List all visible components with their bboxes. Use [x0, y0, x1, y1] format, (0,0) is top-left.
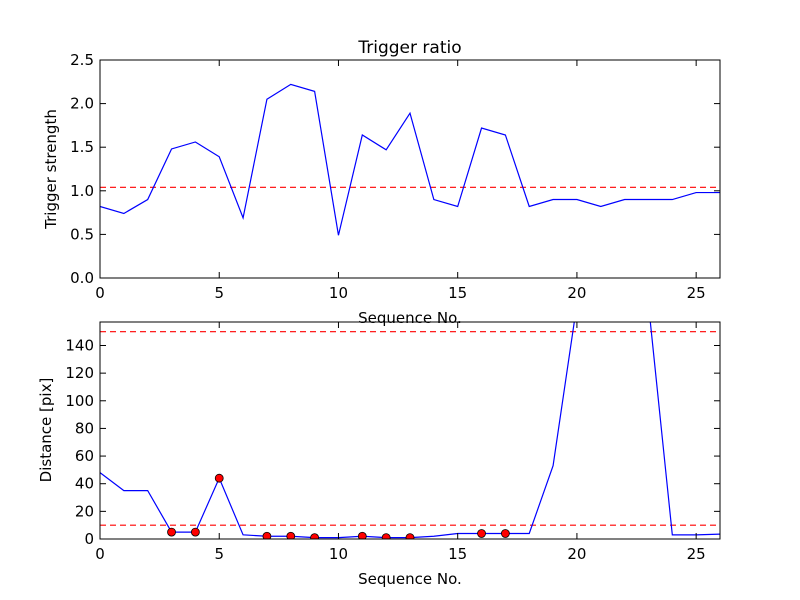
top-chart-xtick-label: 5 — [214, 284, 224, 302]
top-chart-ytick-label: 0.0 — [70, 269, 94, 287]
bottom-chart-ytick-label: 80 — [75, 419, 94, 437]
bottom-chart-xtick-label: 20 — [567, 545, 586, 563]
top-chart-xtick-label: 15 — [448, 284, 467, 302]
bottom-chart-marker-point — [214, 473, 224, 483]
top-chart-title: Trigger ratio — [357, 38, 461, 58]
bottom-chart-marker-point — [381, 533, 391, 539]
bottom-chart-ylabel: Distance [pix] — [37, 378, 55, 483]
bottom-chart-xtick-label: 5 — [214, 545, 224, 563]
bottom-chart-ytick-label: 20 — [75, 502, 94, 520]
top-chart-ylabel: Trigger strength — [42, 109, 60, 230]
bottom-chart-marker-point — [357, 531, 367, 539]
bottom-chart-frame — [99, 321, 721, 540]
bottom-chart-xtick-label: 10 — [329, 545, 348, 563]
top-chart-xtick-label: 25 — [687, 284, 706, 302]
top-chart-ytick-label: 1.5 — [70, 138, 94, 156]
bottom-chart-ytick-label: 120 — [65, 364, 94, 382]
top-chart-ytick-label: 2.0 — [70, 95, 94, 113]
top-chart-xlabel: Sequence No. — [358, 309, 462, 327]
top-chart-ytick-label: 2.5 — [70, 51, 94, 69]
top-chart-frame — [99, 59, 721, 279]
bottom-chart-marker-point — [477, 529, 486, 538]
top-chart-xtick-label: 10 — [329, 284, 348, 302]
bottom-chart-ytick-label: 0 — [84, 530, 94, 548]
bottom-chart-xtick-label: 25 — [687, 545, 706, 563]
bottom-chart-marker-point — [405, 533, 415, 539]
bottom-chart-marker-point — [286, 531, 296, 539]
top-chart-xtick-label: 0 — [95, 284, 105, 302]
top-chart-plot-area — [100, 83, 720, 236]
bottom-chart-ytick-label: 40 — [75, 475, 94, 493]
bottom-chart-ytick-label: 100 — [65, 392, 94, 410]
bottom-chart-marker-point — [167, 527, 176, 537]
bottom-chart-plot-area — [100, 322, 720, 539]
top-chart-series-line — [100, 83, 720, 236]
bottom-chart-ytick-label: 140 — [65, 336, 94, 354]
bottom-chart-marker-point — [310, 533, 320, 539]
bottom-chart-series-line — [100, 322, 720, 539]
top-chart-ytick-label: 0.5 — [70, 225, 94, 243]
top-chart-xtick-label: 20 — [567, 284, 586, 302]
bottom-chart-xlabel: Sequence No. — [358, 570, 462, 588]
bottom-chart-ytick-label: 60 — [75, 447, 94, 465]
bottom-chart-marker-point — [262, 531, 272, 539]
bottom-chart-marker-point — [190, 527, 200, 537]
bottom-chart-xtick-label: 0 — [95, 545, 105, 563]
top-chart-ytick-label: 1.0 — [70, 182, 94, 200]
bottom-chart-marker-point — [500, 529, 510, 538]
bottom-chart-xtick-label: 15 — [448, 545, 467, 563]
